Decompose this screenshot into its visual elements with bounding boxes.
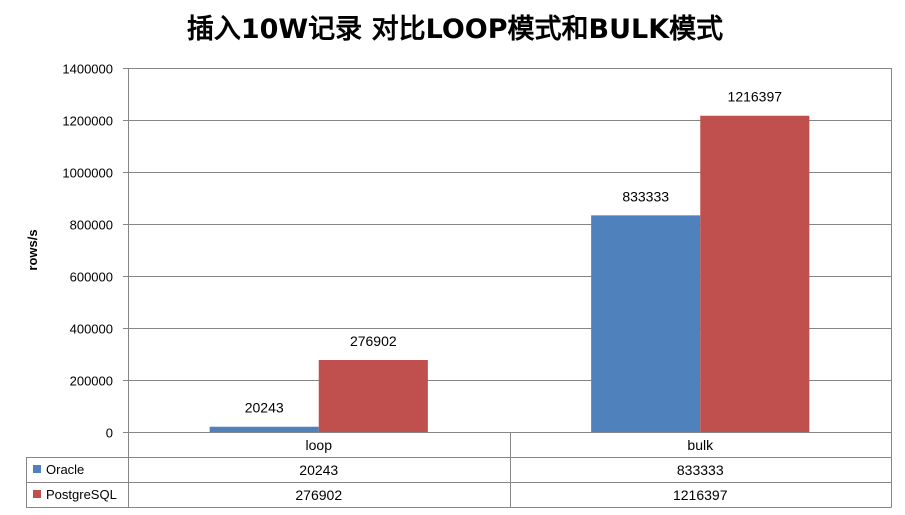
y-axis-label: rows/s	[25, 229, 40, 270]
data-label: 833333	[622, 188, 669, 204]
y-tick-label: 1400000	[62, 62, 113, 77]
y-axis-ticks: 0 200000 400000 600000 800000 1000000 1200000 1…	[62, 62, 113, 441]
y-tick-label: 800000	[70, 218, 113, 233]
y-tick-label: 1000000	[62, 166, 113, 181]
data-label: 1216397	[728, 89, 783, 105]
x-category-label: loop	[306, 437, 333, 453]
table-cell-value: 20243	[299, 462, 338, 478]
legend-key-oracle	[33, 465, 41, 473]
bar-postgresql-bulk	[700, 115, 810, 432]
y-tick-label: 600000	[70, 270, 113, 285]
bars	[209, 115, 810, 432]
y-tick-label: 0	[106, 426, 113, 441]
chart-title: 插入10W记录 对比LOOP模式和BULK模式	[187, 14, 723, 45]
table-cell-value: 276902	[295, 487, 342, 503]
legend-label: Oracle	[46, 462, 84, 477]
legend-key-postgresql	[33, 490, 41, 498]
legend-label: PostgreSQL	[46, 487, 117, 502]
y-tick-label: 200000	[70, 374, 113, 389]
bar-oracle-bulk	[591, 215, 701, 432]
data-label: 276902	[350, 333, 397, 349]
bar-postgresql-loop	[318, 360, 428, 432]
data-label: 20243	[245, 400, 284, 416]
data-labels: 20243 276902 833333 1216397	[245, 89, 783, 416]
y-tick-label: 1200000	[62, 114, 113, 129]
bar-oracle-loop	[209, 426, 319, 432]
y-tick-label: 400000	[70, 322, 113, 337]
data-table: loop bulk Oracle 20243 833333 PostgreSQL 27690…	[26, 432, 892, 508]
table-cell-value: 1216397	[673, 487, 728, 503]
table-cell-value: 833333	[677, 462, 724, 478]
x-category-label: bulk	[687, 437, 714, 453]
